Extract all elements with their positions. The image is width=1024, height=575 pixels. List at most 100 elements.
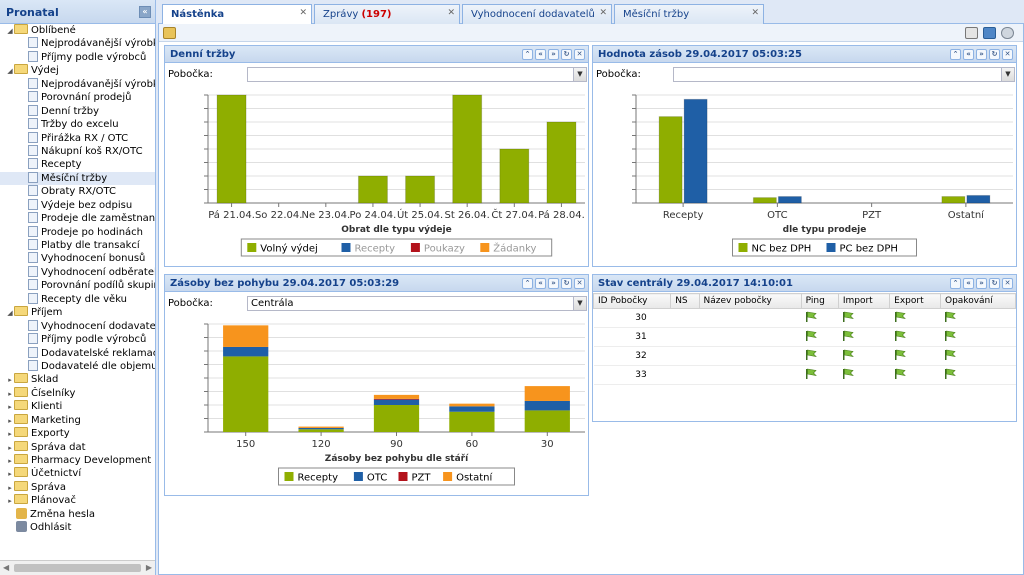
tree-item[interactable]: Platby dle transakcí <box>0 239 155 252</box>
grid-column-header[interactable]: Import <box>837 293 891 309</box>
expand-arrow-icon[interactable]: ▸ <box>8 389 12 398</box>
tree-item[interactable]: Dodavatelé dle objemu zbo <box>0 359 155 373</box>
chevron-down-icon[interactable]: ▼ <box>1001 68 1014 81</box>
collapse-panel-icon[interactable]: ⌃ <box>950 278 961 289</box>
branch-select[interactable]: Centrála ▼ <box>247 296 587 311</box>
collapse-panel-icon[interactable]: ⌃ <box>522 278 533 289</box>
tree-item[interactable]: Recepty <box>0 158 155 171</box>
horizontal-scrollbar[interactable]: ◀ ▶ <box>0 560 155 575</box>
close-tab-icon[interactable]: ✕ <box>299 8 307 18</box>
tree-action[interactable]: Změna hesla <box>0 507 155 521</box>
tab-zpravy[interactable]: Zprávy (197) ✕ <box>314 4 460 24</box>
tree-item[interactable]: Denní tržby <box>0 104 155 118</box>
scroll-right-icon[interactable]: ▶ <box>145 563 152 572</box>
collapse-arrow-icon[interactable]: ◢ <box>7 27 13 35</box>
tree-folder[interactable]: ▸ Sklad <box>0 373 155 386</box>
tree-folder[interactable]: ▸ Správa <box>0 480 155 494</box>
collapse-arrow-icon[interactable]: ◢ <box>7 309 13 318</box>
move-left-icon[interactable]: « <box>535 278 546 289</box>
grid-column-header[interactable]: Opakování <box>939 293 1017 309</box>
refresh-panel-icon[interactable]: ↻ <box>989 49 1000 60</box>
tree-folder[interactable]: ◢ Příjem <box>0 306 155 319</box>
tree-item[interactable]: Obraty RX/OTC <box>0 185 155 198</box>
tree-folder[interactable]: ▸ Plánovač <box>0 494 155 507</box>
tree-item[interactable]: Výdeje bez odpisu <box>0 198 155 212</box>
move-right-icon[interactable]: » <box>548 49 559 60</box>
table-row[interactable]: 31 <box>593 327 1016 347</box>
scroll-left-icon[interactable]: ◀ <box>3 563 10 572</box>
close-panel-icon[interactable]: ✕ <box>574 49 585 60</box>
table-row[interactable]: 30 <box>593 308 1016 328</box>
tree-folder[interactable]: ▸ Číselníky <box>0 386 155 400</box>
tab-mesicni-trzby[interactable]: Měsíční tržby ✕ <box>614 4 764 24</box>
grid-column-header[interactable]: Název pobočky <box>698 293 802 309</box>
tree-item[interactable]: Recepty dle věku <box>0 292 155 306</box>
chevron-down-icon[interactable]: ▼ <box>573 68 586 81</box>
tree-item[interactable]: Měsíční tržby <box>0 171 155 186</box>
refresh-panel-icon[interactable]: ↻ <box>989 278 1000 289</box>
expand-arrow-icon[interactable]: ▸ <box>8 497 12 506</box>
tree-item[interactable]: Přirážka RX / OTC <box>0 131 155 145</box>
scrollbar-thumb[interactable] <box>14 564 141 572</box>
close-panel-icon[interactable]: ✕ <box>1002 278 1013 289</box>
tree-folder[interactable]: ◢ Oblíbené <box>0 24 155 37</box>
expand-arrow-icon[interactable]: ▸ <box>8 457 12 465</box>
table-row[interactable]: 32 <box>593 346 1016 366</box>
tree-folder[interactable]: ◢ Výdej <box>0 64 155 77</box>
collapse-sidebar-button[interactable]: « <box>139 6 151 18</box>
close-tab-icon[interactable]: ✕ <box>751 8 759 18</box>
expand-arrow-icon[interactable]: ▸ <box>8 443 12 452</box>
tree-folder[interactable]: ▸ Pharmacy Development <box>0 454 155 467</box>
tree-item[interactable]: Vyhodnocení odběratelů <box>0 265 155 279</box>
expand-arrow-icon[interactable]: ▸ <box>8 430 12 439</box>
tab-nastenka[interactable]: Nástěnka ✕ <box>162 4 312 25</box>
close-tab-icon[interactable]: ✕ <box>447 8 455 18</box>
tree-item[interactable]: Příjmy podle výrobců <box>0 50 155 64</box>
collapse-panel-icon[interactable]: ⌃ <box>522 49 533 60</box>
tree-folder[interactable]: ▸ Správa dat <box>0 440 155 454</box>
expand-arrow-icon[interactable]: ▸ <box>8 416 12 425</box>
tree-item[interactable]: Vyhodnocení dodavatelů <box>0 319 155 333</box>
tree-action[interactable]: Odhlásit <box>0 521 155 534</box>
close-panel-icon[interactable]: ✕ <box>1002 49 1013 60</box>
tree-folder[interactable]: ▸ Klienti <box>0 400 155 413</box>
tree-item[interactable]: Prodeje po hodinách <box>0 225 155 239</box>
table-row[interactable]: 33 <box>593 365 1016 385</box>
collapse-arrow-icon[interactable]: ◢ <box>7 67 13 76</box>
grid-column-header[interactable]: Ping <box>800 293 839 309</box>
tree-folder[interactable]: ▸ Marketing <box>0 413 155 427</box>
move-left-icon[interactable]: « <box>963 49 974 60</box>
tree-folder[interactable]: ▸ Exporty <box>0 427 155 440</box>
expand-arrow-icon[interactable]: ▸ <box>8 483 12 492</box>
refresh-panel-icon[interactable]: ↻ <box>561 278 572 289</box>
move-left-icon[interactable]: « <box>963 278 974 289</box>
refresh-panel-icon[interactable]: ↻ <box>561 49 572 60</box>
grid-column-header[interactable]: NS <box>670 293 700 309</box>
tree-item[interactable]: Prodeje dle zaměstnanců <box>0 212 155 225</box>
tree-item[interactable]: Příjmy podle výrobců <box>0 333 155 346</box>
close-panel-icon[interactable]: ✕ <box>574 278 585 289</box>
grid-column-header[interactable]: ID Pobočky <box>592 293 672 309</box>
expand-arrow-icon[interactable]: ▸ <box>8 470 12 479</box>
gear-icon[interactable] <box>1001 27 1014 39</box>
collapse-panel-icon[interactable]: ⌃ <box>950 49 961 60</box>
tree-item[interactable]: Vyhodnocení bonusů <box>0 252 155 265</box>
add-widget-icon[interactable] <box>163 27 176 39</box>
branch-select[interactable]: ▼ <box>673 67 1015 82</box>
close-tab-icon[interactable]: ✕ <box>599 8 607 18</box>
tree-item[interactable]: Nejprodávanější výrobky <box>0 37 155 50</box>
tab-vyhodnoceni-dodavatelu[interactable]: Vyhodnocení dodavatelů ✕ <box>462 4 612 24</box>
print-icon[interactable] <box>965 27 978 39</box>
tree-item[interactable]: Tržby do excelu <box>0 118 155 131</box>
tree-folder[interactable]: ▸ Účetnictví <box>0 467 155 480</box>
tree-item[interactable]: Nákupní koš RX/OTC <box>0 144 155 158</box>
tree-item[interactable]: Nejprodávanější výrobky <box>0 77 155 91</box>
expand-arrow-icon[interactable]: ▸ <box>8 376 12 385</box>
chevron-down-icon[interactable]: ▼ <box>573 297 586 310</box>
refresh-icon[interactable] <box>983 27 996 39</box>
tree-item[interactable]: Porovnání podílů skupin <box>0 279 155 292</box>
move-right-icon[interactable]: » <box>976 49 987 60</box>
tree-item[interactable]: Dodavatelské reklamace <box>0 346 155 360</box>
move-right-icon[interactable]: » <box>548 278 559 289</box>
branch-select[interactable]: ▼ <box>247 67 587 82</box>
